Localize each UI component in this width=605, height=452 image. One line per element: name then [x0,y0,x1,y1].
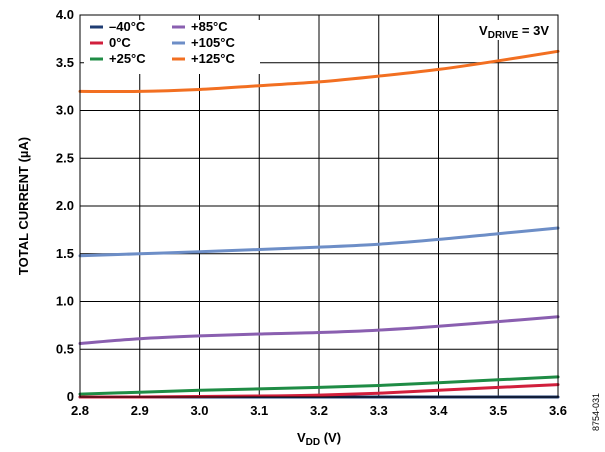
series-line [78,49,560,94]
y-tick-label: 1.5 [56,246,74,261]
legend-background [84,20,260,74]
annotation: VDRIVE = 3V [479,23,549,41]
y-tick-label: 2.0 [56,198,74,213]
x-axis-label: VDD (V) [297,430,341,448]
series-line [78,226,560,258]
x-tick-label: 3.1 [250,403,268,418]
x-tick-labels: 2.8 2.9 3.0 3.1 3.2 3.3 3.4 3.5 3.6 [71,403,567,418]
figure-id: 8754-031 [591,393,601,431]
y-tick-label: 0.5 [56,341,74,356]
y-tick-label: 4.0 [56,7,74,22]
y-tick-label: 3.0 [56,103,74,118]
x-tick-label: 3.5 [489,403,507,418]
x-tick-label: 3.0 [190,403,208,418]
y-tick-label: 3.5 [56,55,74,70]
legend-label: +125°C [191,51,235,66]
x-tick-label: 3.2 [310,403,328,418]
plot-frame [79,14,559,398]
x-tick-label: 3.3 [370,403,388,418]
x-tick-label: 3.6 [549,403,567,418]
legend-label: +105°C [191,35,235,50]
x-tick-label: 2.9 [131,403,149,418]
x-tick-label: 2.8 [71,403,89,418]
series-line [78,375,560,396]
legend-label: +85°C [191,19,228,34]
legend-label: +25°C [109,51,146,66]
series-line [78,315,560,345]
y-axis-label: TOTAL CURRENT (µA) [16,137,31,275]
legend-label: –40°C [109,19,146,34]
y-tick-label: 1.0 [56,294,74,309]
y-tick-labels: 0 0.5 1.0 1.5 2.0 2.5 3.0 3.5 4.0 [56,7,74,404]
annotation-background [452,20,554,40]
y-tick-label: 0 [67,389,74,404]
legend: –40°C0°C+25°C +85°C+105°C+125°C [90,19,235,66]
legend-label: 0°C [109,35,131,50]
y-tick-label: 2.5 [56,150,74,165]
x-tick-label: 3.4 [429,403,448,418]
